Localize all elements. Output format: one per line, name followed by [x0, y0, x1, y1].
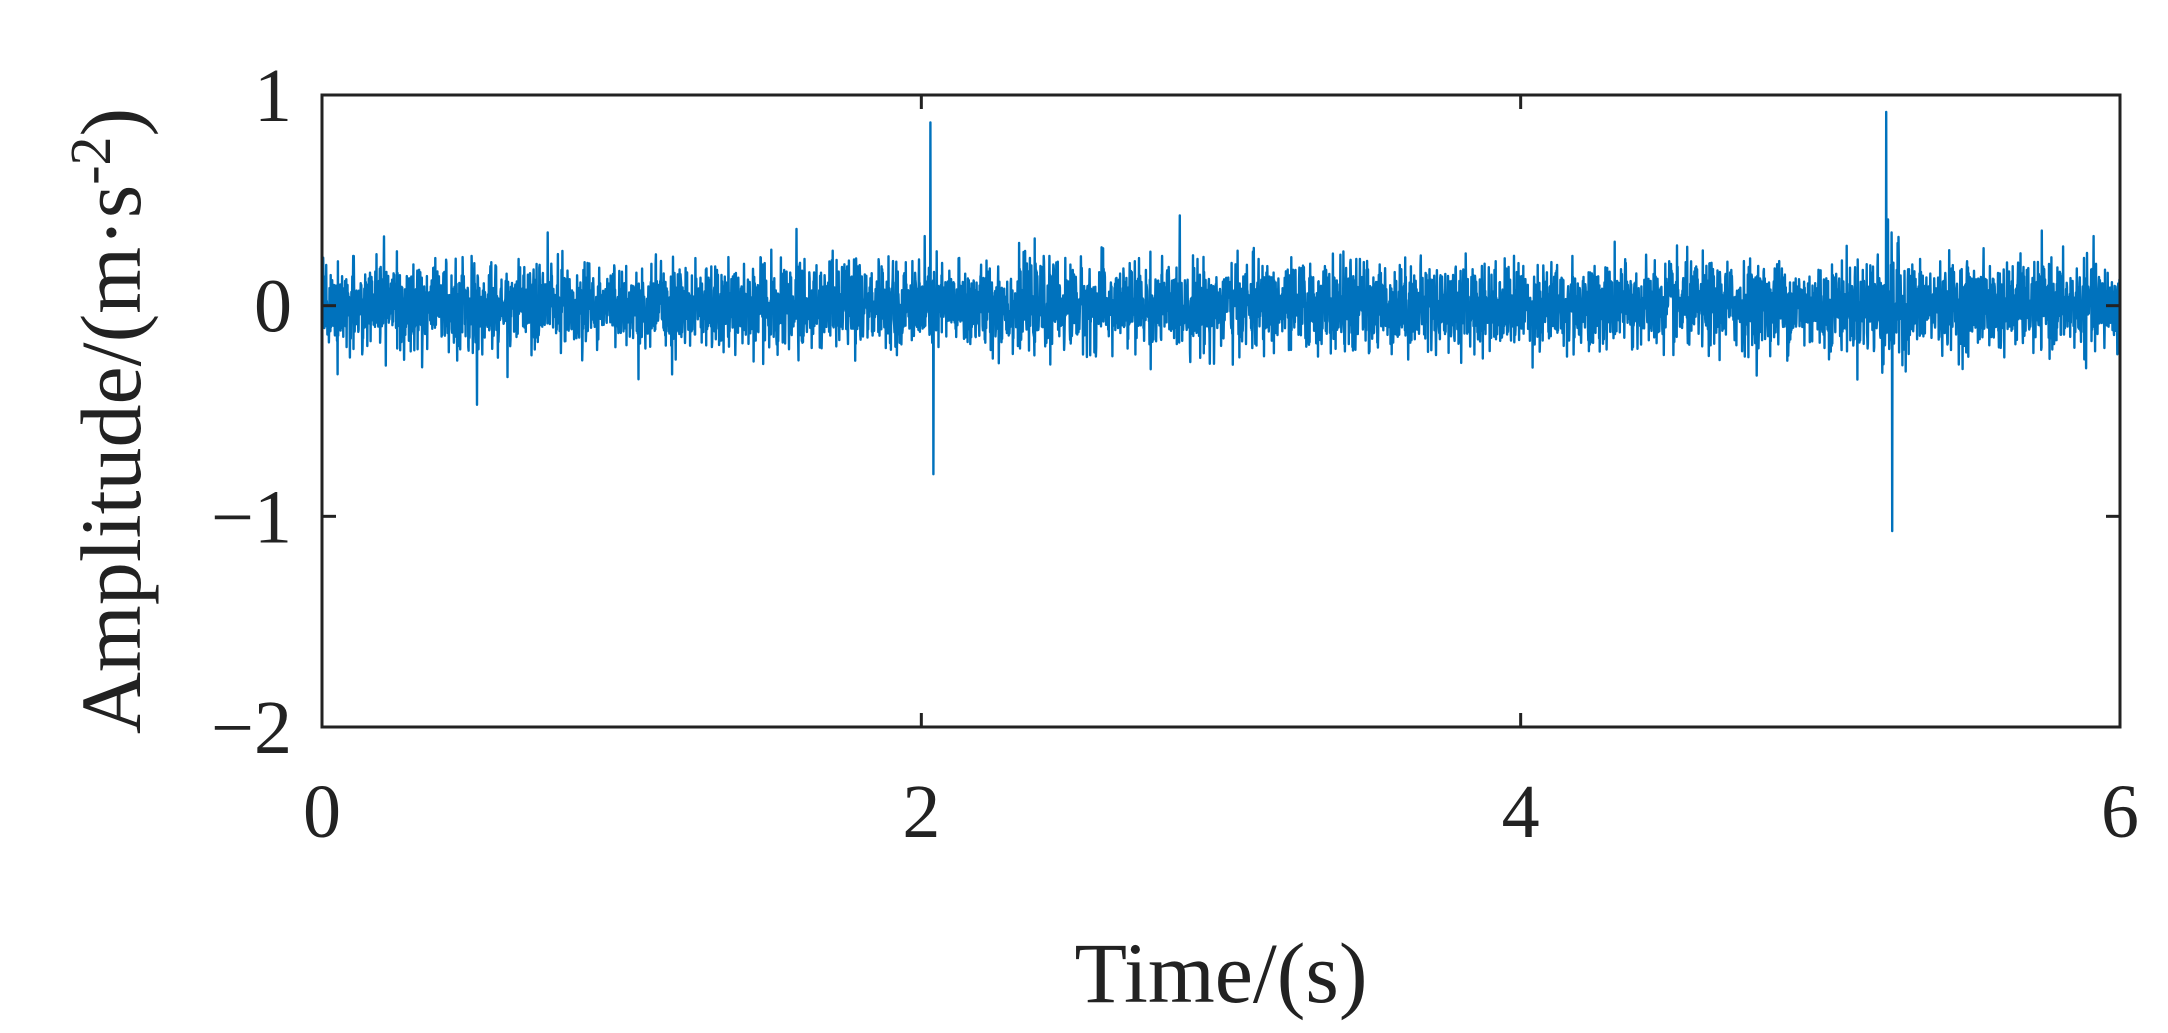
y-tick-label-0: −2 [211, 686, 292, 770]
y-axis-label: Amplitude/(m·s-2) [58, 108, 159, 734]
tick-labels: 0 2 4 6 −2 −1 0 1 [211, 54, 2139, 854]
x-tick-label-2: 4 [1502, 770, 1540, 854]
signal-line [320, 110, 2122, 533]
y-axis-label-close: ) [63, 108, 159, 137]
x-tick-label-3: 6 [2101, 770, 2139, 854]
y-axis-label-main: Amplitude/(m·s [63, 185, 159, 734]
y-tick-label-1: −1 [211, 475, 292, 559]
y-axis-label-superscript: -2 [58, 136, 123, 184]
y-tick-label-2: 0 [254, 265, 292, 349]
plot-area-frame [320, 93, 2122, 729]
x-axis-label: Time/(s) [1074, 925, 1367, 1021]
axis-ticks [320, 93, 2122, 729]
signal-series [320, 110, 2122, 533]
x-tick-label-1: 2 [902, 770, 940, 854]
y-tick-label-3: 1 [254, 54, 292, 138]
x-tick-label-0: 0 [303, 770, 341, 854]
